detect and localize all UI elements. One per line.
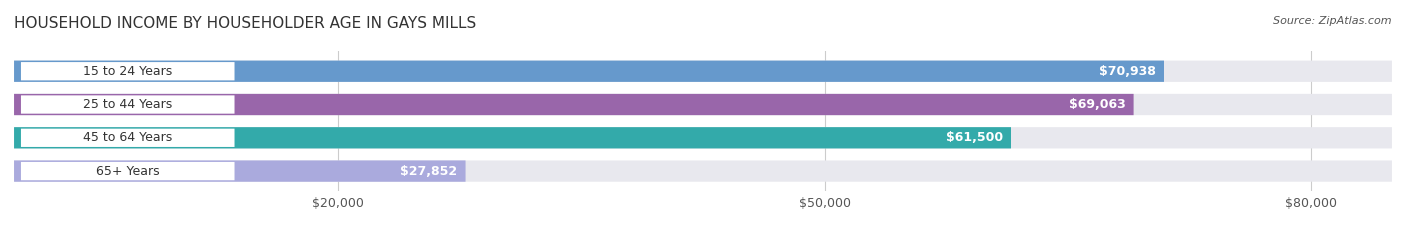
- FancyBboxPatch shape: [14, 161, 465, 182]
- Text: 25 to 44 Years: 25 to 44 Years: [83, 98, 173, 111]
- Text: $61,500: $61,500: [946, 131, 1002, 144]
- FancyBboxPatch shape: [14, 127, 1011, 148]
- Text: 15 to 24 Years: 15 to 24 Years: [83, 65, 173, 78]
- FancyBboxPatch shape: [14, 61, 1164, 82]
- FancyBboxPatch shape: [14, 61, 1392, 82]
- FancyBboxPatch shape: [14, 94, 1133, 115]
- Text: $70,938: $70,938: [1099, 65, 1156, 78]
- FancyBboxPatch shape: [21, 95, 235, 114]
- Text: HOUSEHOLD INCOME BY HOUSEHOLDER AGE IN GAYS MILLS: HOUSEHOLD INCOME BY HOUSEHOLDER AGE IN G…: [14, 16, 477, 31]
- FancyBboxPatch shape: [21, 62, 235, 80]
- Text: 65+ Years: 65+ Years: [96, 164, 159, 178]
- FancyBboxPatch shape: [21, 162, 235, 180]
- Text: $27,852: $27,852: [401, 164, 457, 178]
- Text: 45 to 64 Years: 45 to 64 Years: [83, 131, 173, 144]
- Text: $69,063: $69,063: [1069, 98, 1125, 111]
- FancyBboxPatch shape: [21, 129, 235, 147]
- FancyBboxPatch shape: [14, 94, 1392, 115]
- Text: Source: ZipAtlas.com: Source: ZipAtlas.com: [1274, 16, 1392, 26]
- FancyBboxPatch shape: [14, 127, 1392, 148]
- FancyBboxPatch shape: [14, 161, 1392, 182]
